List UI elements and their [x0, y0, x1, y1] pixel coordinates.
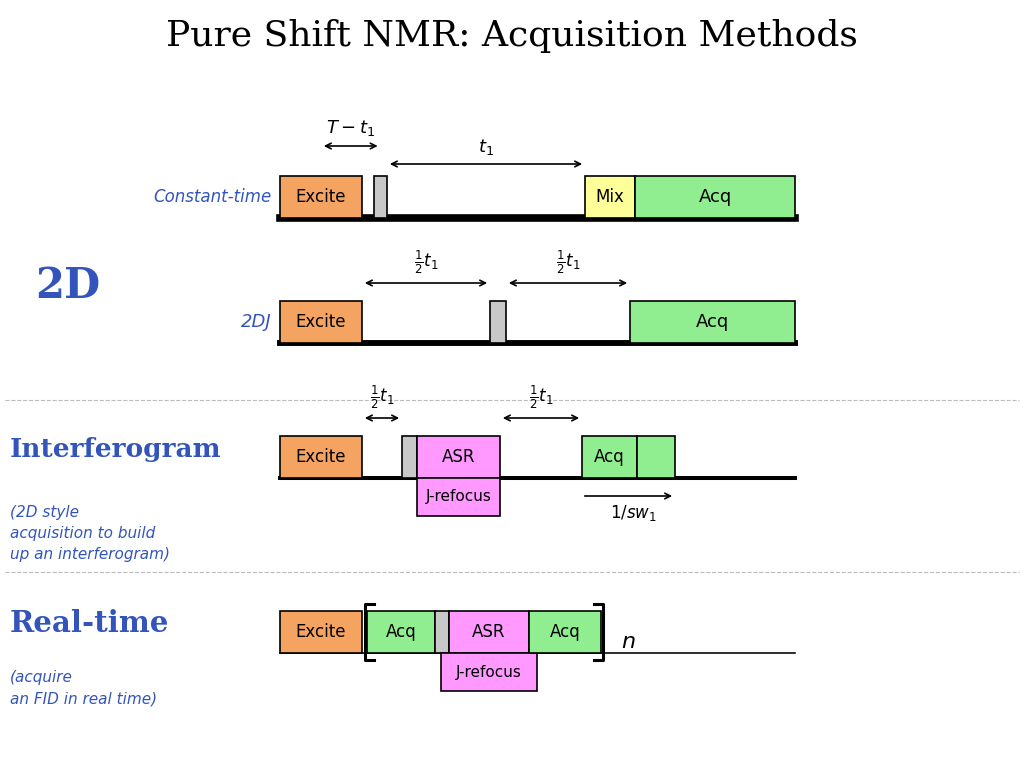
Text: $t_1$: $t_1$	[478, 137, 494, 157]
Text: Interferogram: Interferogram	[10, 436, 221, 462]
Text: ASR: ASR	[441, 448, 475, 466]
Text: Constant-time: Constant-time	[154, 188, 272, 206]
Text: Acq: Acq	[386, 623, 417, 641]
Text: $\frac{1}{2}t_1$: $\frac{1}{2}t_1$	[528, 383, 553, 411]
Bar	[374, 176, 387, 218]
Text: Acq: Acq	[594, 448, 625, 466]
Bar	[630, 301, 795, 343]
Text: Acq: Acq	[696, 313, 729, 331]
Text: Mix: Mix	[596, 188, 625, 206]
Bar	[490, 301, 506, 343]
Bar	[529, 611, 601, 653]
Text: Excite: Excite	[296, 188, 346, 206]
Text: 2DJ: 2DJ	[242, 313, 272, 331]
Bar	[417, 436, 500, 478]
Text: Excite: Excite	[296, 448, 346, 466]
Bar	[367, 611, 435, 653]
Text: Real-time: Real-time	[10, 610, 169, 638]
Bar	[441, 653, 537, 691]
Text: Acq: Acq	[698, 188, 731, 206]
Text: J-refocus: J-refocus	[456, 664, 522, 680]
Text: $T - t_1$: $T - t_1$	[327, 118, 375, 138]
Bar	[582, 436, 637, 478]
Text: ASR: ASR	[472, 623, 506, 641]
Bar	[449, 611, 529, 653]
Text: $\frac{1}{2}t_1$: $\frac{1}{2}t_1$	[556, 249, 581, 276]
Bar	[417, 478, 500, 516]
Text: $\frac{1}{2}t_1$: $\frac{1}{2}t_1$	[370, 383, 394, 411]
Text: 2D: 2D	[35, 265, 100, 307]
Text: $\frac{1}{2}t_1$: $\frac{1}{2}t_1$	[414, 249, 438, 276]
Bar	[280, 611, 362, 653]
Text: Acq: Acq	[550, 623, 581, 641]
Bar	[280, 436, 362, 478]
Bar	[635, 176, 795, 218]
Text: Pure Shift NMR: Acquisition Methods: Pure Shift NMR: Acquisition Methods	[166, 19, 858, 53]
Bar	[585, 176, 635, 218]
Text: (2D style
acquisition to build
up an interferogram): (2D style acquisition to build up an int…	[10, 505, 170, 562]
Bar	[280, 176, 362, 218]
Text: Excite: Excite	[296, 313, 346, 331]
Text: $n$: $n$	[621, 633, 636, 653]
Bar	[435, 611, 449, 653]
Text: (acquire
an FID in real time): (acquire an FID in real time)	[10, 670, 157, 706]
Bar	[280, 301, 362, 343]
Text: Excite: Excite	[296, 623, 346, 641]
Text: $1/sw_1$: $1/sw_1$	[610, 503, 657, 523]
Bar	[402, 436, 417, 478]
Bar	[637, 436, 675, 478]
Text: J-refocus: J-refocus	[426, 489, 492, 505]
